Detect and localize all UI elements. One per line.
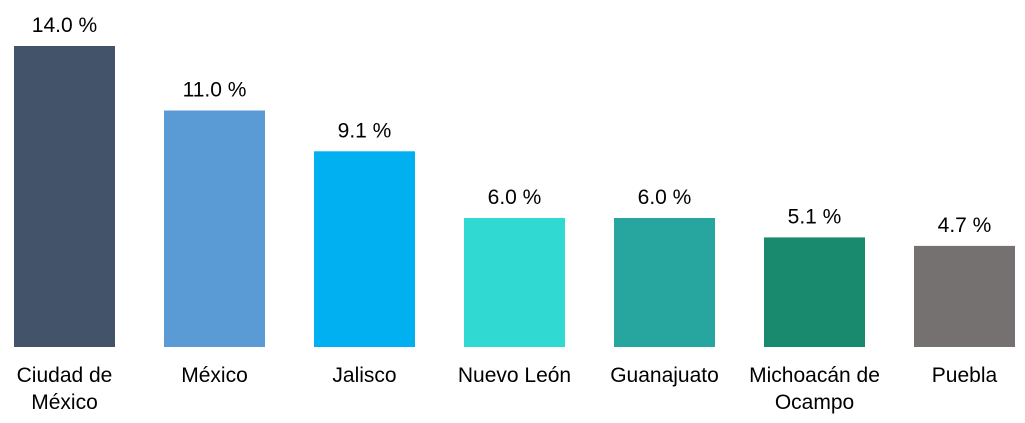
value-label-5: 5.1 % bbox=[788, 205, 842, 228]
category-label-5-line-0: Michoacán de bbox=[749, 364, 880, 387]
bar-1 bbox=[164, 110, 265, 347]
category-label-1-line-0: México bbox=[181, 364, 248, 387]
category-label-0-line-0: Ciudad de bbox=[17, 364, 113, 387]
category-label-5: Michoacán de Ocampo bbox=[749, 364, 880, 414]
category-label-0-line-1: México bbox=[31, 391, 98, 414]
value-label-3: 6.0 % bbox=[488, 186, 542, 209]
bars-layer bbox=[14, 46, 1015, 347]
category-label-5-line-1: Ocampo bbox=[775, 391, 854, 414]
category-label-3-line-0: Nuevo León bbox=[458, 364, 571, 387]
value-label-0: 14.0 % bbox=[32, 14, 97, 37]
category-label-4-line-0: Guanajuato bbox=[610, 364, 719, 387]
category-label-0: Ciudad de México bbox=[17, 364, 113, 414]
value-label-1: 11.0 % bbox=[183, 79, 247, 102]
category-label-6: Puebla bbox=[932, 364, 998, 387]
category-label-6-line-0: Puebla bbox=[932, 364, 998, 387]
value-label-6: 4.7 % bbox=[938, 214, 992, 237]
category-labels-layer: Ciudad de México México Jalisco Nuevo León Gu… bbox=[17, 364, 998, 414]
category-label-2: Jalisco bbox=[332, 364, 396, 387]
category-label-4: Guanajuato bbox=[610, 364, 719, 387]
bar-6 bbox=[914, 245, 1015, 347]
category-label-3: Nuevo León bbox=[458, 364, 571, 387]
bar-4 bbox=[614, 218, 715, 347]
bar-0 bbox=[14, 46, 115, 347]
value-label-2: 9.1 % bbox=[338, 119, 392, 142]
category-label-1: México bbox=[181, 364, 248, 387]
bar-3 bbox=[464, 218, 565, 347]
bar-5 bbox=[764, 237, 865, 347]
value-labels-layer: 14.0 % 11.0 % 9.1 % 6.0 % 6.0 % 5.1 % 4.7 % bbox=[32, 14, 992, 237]
bar-2 bbox=[314, 151, 415, 347]
category-label-2-line-0: Jalisco bbox=[332, 364, 396, 387]
value-label-4: 6.0 % bbox=[638, 186, 692, 209]
